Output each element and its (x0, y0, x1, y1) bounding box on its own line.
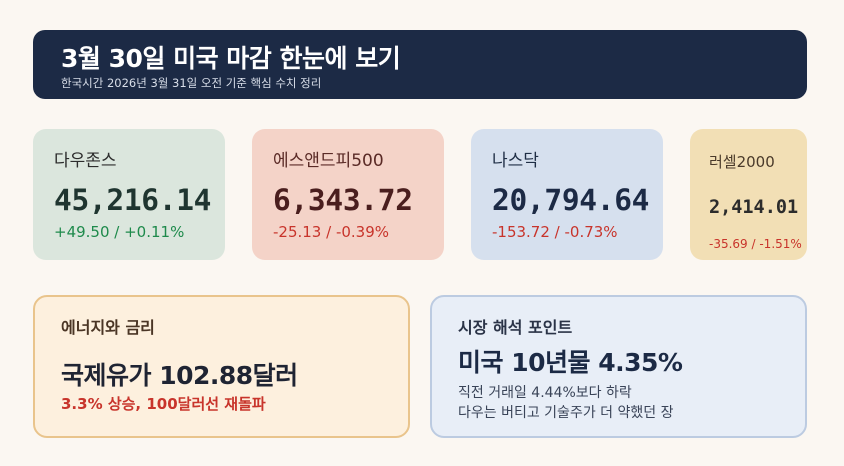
index-value: 2,414.01 (709, 197, 799, 218)
index-change: -153.72 / -0.73% (492, 223, 618, 241)
index-change: +49.50 / +0.11% (54, 223, 185, 241)
insight-line: 다우는 버티고 기술주가 더 약했던 장 (458, 405, 674, 421)
index-value: 20,794.64 (492, 183, 650, 217)
index-change: -35.69 / -1.51% (709, 237, 802, 251)
insight-line: 직전 거래일 4.44%보다 하락 (458, 385, 632, 401)
index-name: 나스닥 (492, 151, 539, 171)
panel-title: 시장 해석 포인트 (458, 318, 573, 337)
energy-rates-panel: 에너지와 금리 국제유가 102.88달러 3.3% 상승, 100달러선 재돌… (33, 295, 410, 438)
index-value: 6,343.72 (273, 183, 413, 217)
index-name: 다우존스 (54, 151, 117, 171)
index-card-russell2000: 러셀2000 2,414.01 -35.69 / -1.51% (690, 129, 807, 260)
oil-price-headline: 국제유가 102.88달러 (61, 361, 298, 390)
oil-price-note: 3.3% 상승, 100달러선 재돌파 (61, 395, 266, 413)
treasury-yield-headline: 미국 10년물 4.35% (458, 348, 683, 377)
index-name: 에스앤드피500 (273, 151, 384, 171)
panel-title: 에너지와 금리 (61, 318, 155, 337)
index-card-dow: 다우존스 45,216.14 +49.50 / +0.11% (33, 129, 225, 260)
index-card-sp500: 에스앤드피500 6,343.72 -25.13 / -0.39% (252, 129, 444, 260)
header-banner: 3월 30일 미국 마감 한눈에 보기 한국시간 2026년 3월 31일 오전… (33, 30, 807, 99)
index-card-nasdaq: 나스닥 20,794.64 -153.72 / -0.73% (471, 129, 663, 260)
index-name: 러셀2000 (709, 153, 775, 171)
page-subtitle: 한국시간 2026년 3월 31일 오전 기준 핵심 수치 정리 (61, 76, 322, 90)
index-value: 45,216.14 (54, 183, 212, 217)
page-title: 3월 30일 미국 마감 한눈에 보기 (61, 44, 401, 73)
market-insight-panel: 시장 해석 포인트 미국 10년물 4.35% 직전 거래일 4.44%보다 하… (430, 295, 807, 438)
index-change: -25.13 / -0.39% (273, 223, 390, 241)
